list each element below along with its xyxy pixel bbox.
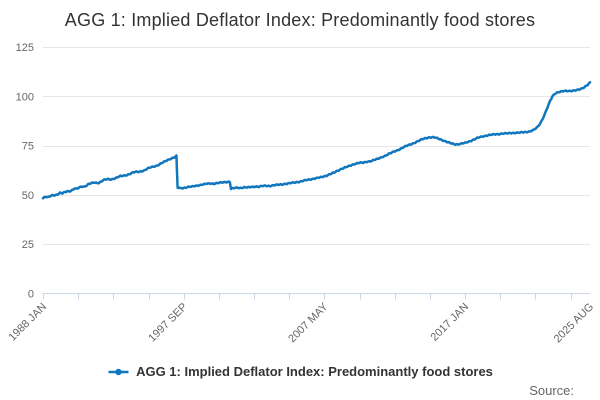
x-axis-label: 2007 MAY — [286, 300, 331, 345]
y-axis-label: 50 — [22, 190, 34, 202]
legend-line-icon — [108, 368, 129, 375]
y-axis-label: 25 — [22, 239, 34, 251]
y-axis-label: 0 — [28, 288, 34, 300]
x-axis-label: 1997 SEP — [146, 301, 190, 345]
legend-item[interactable]: AGG 1: Implied Deflator Index: Predomina… — [0, 364, 600, 379]
series-line — [41, 81, 592, 200]
y-axis-label: 125 — [16, 42, 34, 54]
source-label: Source: — [529, 383, 574, 398]
x-axis-label: 2017 JAN — [429, 301, 472, 344]
chart-title: AGG 1: Implied Deflator Index: Predomina… — [64, 10, 536, 30]
y-axis-label: 75 — [22, 141, 34, 153]
legend-label: AGG 1: Implied Deflator Index: Predomina… — [136, 364, 493, 379]
x-axis-label: 1988 JAN — [6, 301, 49, 344]
x-axis-label: 2025 AUG — [552, 301, 596, 345]
y-axis-label: 100 — [16, 91, 34, 103]
